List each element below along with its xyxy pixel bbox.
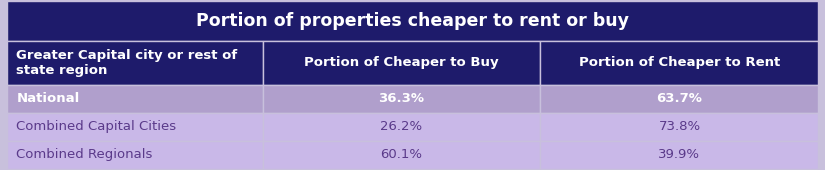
Text: Portion of Cheaper to Rent: Portion of Cheaper to Rent — [579, 56, 780, 69]
Bar — [540, 141, 818, 169]
Text: Combined Capital Cities: Combined Capital Cities — [16, 120, 177, 133]
Bar — [540, 41, 818, 85]
Text: 60.1%: 60.1% — [380, 148, 422, 161]
Text: Portion of Cheaper to Buy: Portion of Cheaper to Buy — [304, 56, 499, 69]
Bar — [262, 85, 540, 113]
Bar — [262, 141, 540, 169]
Text: Greater Capital city or rest of
state region: Greater Capital city or rest of state re… — [16, 49, 238, 77]
Bar — [262, 41, 540, 85]
Text: 73.8%: 73.8% — [658, 120, 700, 133]
Bar — [7, 85, 262, 113]
Bar — [7, 141, 262, 169]
Text: 26.2%: 26.2% — [380, 120, 422, 133]
Text: 39.9%: 39.9% — [658, 148, 700, 161]
Bar — [540, 85, 818, 113]
Bar — [540, 113, 818, 141]
Text: Portion of properties cheaper to rent or buy: Portion of properties cheaper to rent or… — [196, 12, 629, 30]
Text: Combined Regionals: Combined Regionals — [16, 148, 153, 161]
Bar — [7, 41, 262, 85]
Bar — [7, 1, 818, 41]
Text: National: National — [16, 92, 80, 105]
Bar — [7, 113, 262, 141]
Text: 36.3%: 36.3% — [379, 92, 425, 105]
Text: 63.7%: 63.7% — [657, 92, 702, 105]
Bar — [262, 113, 540, 141]
